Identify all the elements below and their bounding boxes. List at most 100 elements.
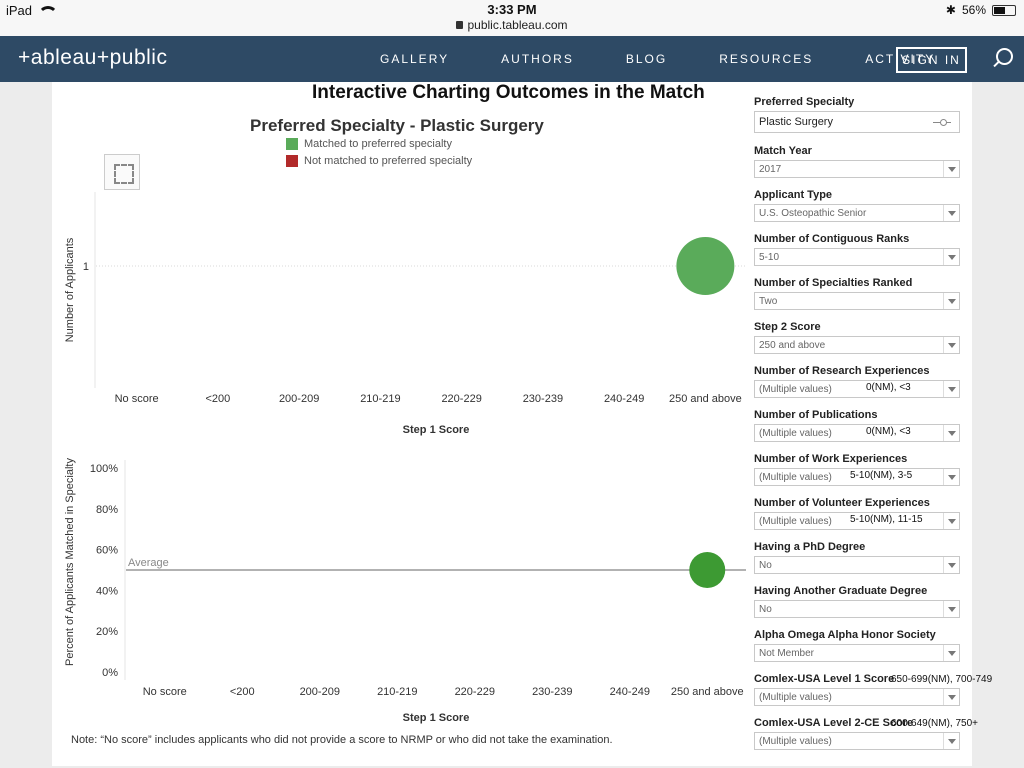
nav-authors[interactable]: AUTHORS: [501, 52, 574, 66]
filter-value: (Multiple values): [759, 384, 832, 395]
chevron-down-icon[interactable]: [943, 161, 959, 177]
chevron-down-icon[interactable]: [943, 689, 959, 705]
filter-dropdown[interactable]: 250 and above: [754, 336, 960, 354]
filter-number-of-volunteer-experiences: Number of Volunteer Experiences (Multiple…: [754, 497, 960, 530]
filter-label: Preferred Specialty: [754, 96, 855, 108]
filter-value: 2017: [759, 164, 782, 175]
filter-dropdown[interactable]: (Multiple values): [754, 468, 960, 486]
filter-value: U.S. Osteopathic Senior: [759, 208, 867, 219]
wifi-icon: [38, 5, 59, 16]
filter-dropdown[interactable]: (Multiple values): [754, 688, 960, 706]
filter-dropdown[interactable]: (Multiple values): [754, 424, 960, 442]
tableau-public-logo[interactable]: +ableau+public: [18, 46, 168, 69]
chart2-x-tick: No score: [143, 686, 187, 698]
filter-value: (Multiple values): [759, 692, 832, 703]
address-bar[interactable]: public.tableau.com: [0, 18, 1024, 32]
chevron-down-icon[interactable]: [943, 513, 959, 529]
filter-dropdown[interactable]: (Multiple values): [754, 380, 960, 398]
filter-annotation: 5-10(NM), 3-5: [850, 470, 913, 481]
dashboard-title: Interactive Charting Outcomes in the Mat…: [312, 82, 705, 103]
filter-having-another-graduate-degree: Having Another Graduate Degree No: [754, 585, 960, 618]
filter-dropdown[interactable]: No: [754, 556, 960, 574]
chevron-down-icon[interactable]: [943, 601, 959, 617]
filter-preferred-specialty: Preferred Specialty Plastic Surgery: [754, 96, 960, 133]
chart2-y-tick: 20%: [96, 626, 118, 638]
chart2-y-tick: 80%: [96, 504, 118, 516]
filter-applicant-type: Applicant Type U.S. Osteopathic Senior: [754, 189, 960, 222]
filter-match-year: Match Year 2017: [754, 145, 960, 178]
legend-label-not-matched: Not matched to preferred specialty: [304, 155, 473, 167]
filter-annotation: 0(NM), <3: [866, 426, 911, 437]
filter-dropdown[interactable]: Not Member: [754, 644, 960, 662]
legend: Matched to preferred specialty Not match…: [286, 138, 472, 172]
chart2-x-tick: 250 and above: [671, 686, 744, 698]
sign-in-button[interactable]: SIGN IN: [896, 47, 967, 73]
filter-label: Number of Work Experiences: [754, 453, 908, 465]
chart2-point: [689, 552, 726, 588]
filter-dropdown[interactable]: (Multiple values): [754, 512, 960, 530]
chart1-x-tick: 220-229: [441, 393, 481, 405]
legend-item-not-matched[interactable]: Not matched to preferred specialty: [286, 155, 472, 167]
ios-status-bar: iPad 3:33 PM public.tableau.com ✱ 56%: [0, 0, 1024, 36]
filter-alpha-omega-alpha-honor-society: Alpha Omega Alpha Honor Society Not Membe…: [754, 629, 960, 662]
legend-item-matched[interactable]: Matched to preferred specialty: [286, 138, 472, 150]
chart1-x-label: Step 1 Score: [403, 424, 470, 436]
filter-dropdown[interactable]: 2017: [754, 160, 960, 178]
filter-value: No: [759, 604, 772, 615]
filter-value: Plastic Surgery: [759, 116, 833, 128]
filter-dropdown[interactable]: No: [754, 600, 960, 618]
chevron-down-icon[interactable]: [943, 381, 959, 397]
chevron-down-icon[interactable]: [943, 249, 959, 265]
chevron-down-icon[interactable]: [943, 469, 959, 485]
chevron-down-icon[interactable]: [943, 557, 959, 573]
filter-number-of-specialties-ranked: Number of Specialties Ranked Two: [754, 277, 960, 310]
chart2-x-tick: 230-239: [532, 686, 572, 698]
chart2-y-tick: 100%: [90, 463, 118, 475]
filter-label: Step 2 Score: [754, 321, 821, 333]
nav-activity[interactable]: ACTIVITY: [865, 52, 936, 66]
battery-icon: [992, 4, 1016, 16]
rectangle-select-icon[interactable]: [104, 154, 140, 190]
chart1-y-label: Number of Applicants: [64, 237, 76, 342]
footnote: Note: “No score” includes applicants who…: [71, 734, 613, 746]
filter-label: Number of Contiguous Ranks: [754, 233, 910, 245]
status-left: iPad: [6, 3, 59, 18]
filter-search-input[interactable]: Plastic Surgery: [754, 111, 960, 133]
nav-gallery[interactable]: GALLERY: [380, 52, 450, 66]
filter-dropdown[interactable]: U.S. Osteopathic Senior: [754, 204, 960, 222]
search-icon[interactable]: [996, 48, 1013, 65]
filter-value: 250 and above: [759, 340, 826, 351]
filter-annotation: 650-699(NM), 700-749: [891, 674, 993, 685]
chevron-down-icon[interactable]: [943, 425, 959, 441]
chevron-down-icon[interactable]: [943, 733, 959, 749]
filter-value: (Multiple values): [759, 428, 832, 439]
filter-annotation: 600-649(NM), 750+: [891, 718, 978, 729]
chart1-title: Preferred Specialty - Plastic Surgery: [250, 116, 544, 135]
chevron-down-icon[interactable]: [943, 645, 959, 661]
chart1-x-tick: 230-239: [523, 393, 563, 405]
chart2-x-tick: 220-229: [455, 686, 495, 698]
dashboard: Interactive Charting Outcomes in the Mat…: [52, 82, 992, 766]
chart1-x-tick: 210-219: [360, 393, 400, 405]
url-text: public.tableau.com: [467, 18, 568, 32]
filter-having-a-phd-degree: Having a PhD Degree No: [754, 541, 960, 574]
filter-value: 5-10: [759, 252, 780, 263]
nav-resources[interactable]: RESOURCES: [719, 52, 814, 66]
legend-swatch-matched: [286, 138, 298, 150]
slider-icon[interactable]: [933, 119, 951, 126]
chevron-down-icon[interactable]: [943, 293, 959, 309]
battery-percent: 56%: [961, 3, 986, 17]
device-label: iPad: [6, 3, 33, 18]
chevron-down-icon[interactable]: [943, 205, 959, 221]
chart1-x-tick: 200-209: [279, 393, 319, 405]
filter-label: Comlex-USA Level 1 Score: [754, 673, 895, 685]
chevron-down-icon[interactable]: [943, 337, 959, 353]
filter-dropdown[interactable]: Two: [754, 292, 960, 310]
chart1-x-tick: <200: [205, 393, 230, 405]
filter-label: Alpha Omega Alpha Honor Society: [754, 629, 936, 641]
nav-blog[interactable]: BLOG: [625, 52, 668, 66]
filter-dropdown[interactable]: (Multiple values): [754, 732, 960, 750]
chart1-point: [676, 237, 735, 295]
chart2-x-tick: 240-249: [610, 686, 650, 698]
filter-dropdown[interactable]: 5-10: [754, 248, 960, 266]
